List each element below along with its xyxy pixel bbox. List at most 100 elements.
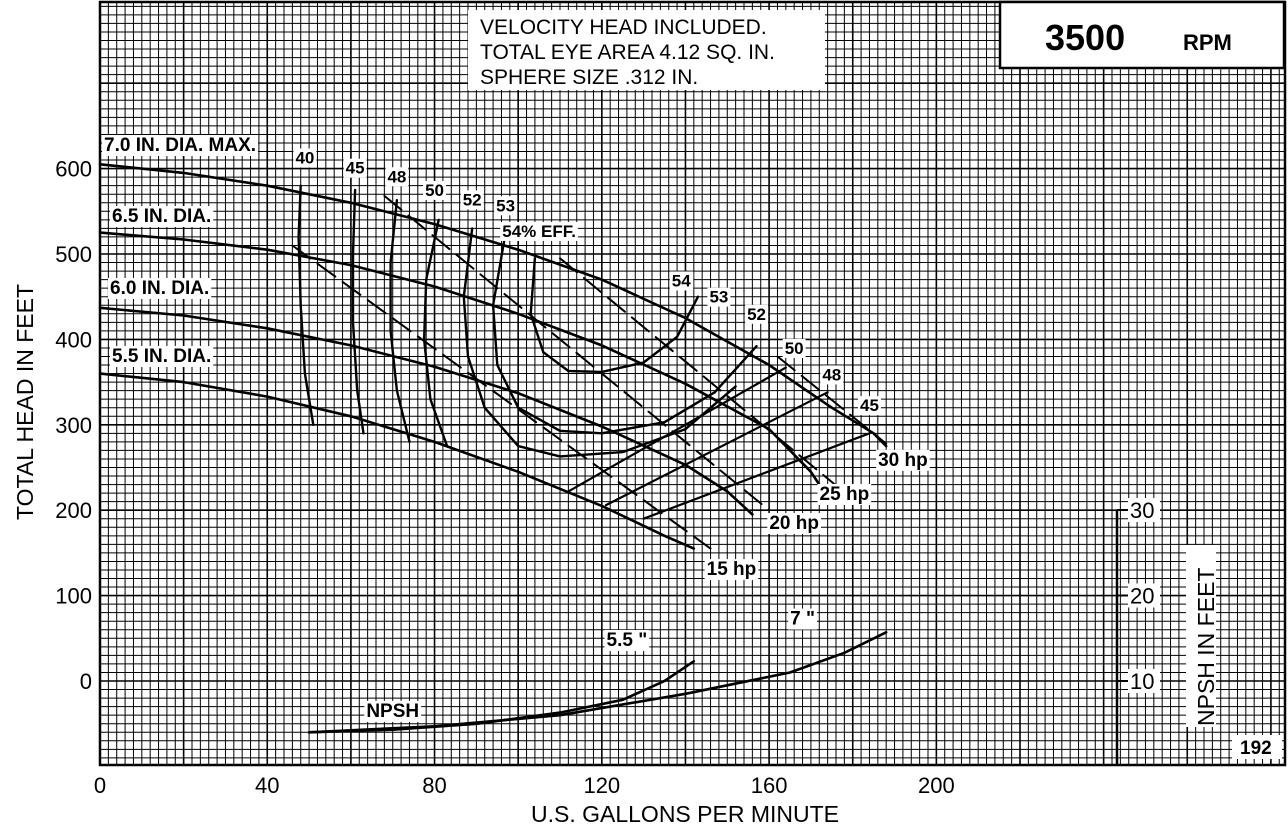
impeller-label: 6.5 IN. DIA. <box>112 206 211 227</box>
axis-ticks: 0 40 80 120 160 200 0 100 200 300 400 500 600 10 20 30 <box>55 157 1160 798</box>
curves <box>98 163 888 734</box>
efficiency-label-bg <box>857 396 881 416</box>
x-tick-label: 0 <box>94 773 106 798</box>
horsepower-label-bg <box>767 512 821 534</box>
npsh-curve <box>307 631 888 734</box>
x-tick-label: 160 <box>751 773 788 798</box>
y-tick-label: 200 <box>55 498 92 523</box>
efficiency-label-bg <box>669 271 694 291</box>
rpm-box-frame <box>998 0 1286 70</box>
y-tick-label: 600 <box>55 157 92 182</box>
efficiency-line <box>604 391 829 507</box>
y2-axis-title-bg <box>1186 545 1216 727</box>
horsepower-label-bg <box>817 483 872 505</box>
efficiency-label-bg <box>460 190 484 210</box>
npsh-label: 5.5 " <box>607 630 648 651</box>
impeller-label: 6.0 IN. DIA. <box>110 278 209 299</box>
horsepower-label: 20 hp <box>769 513 819 534</box>
notes-box: VELOCITY HEAD INCLUDED. TOTAL EYE AREA 4… <box>468 10 825 90</box>
figure-number: 192 <box>1240 738 1272 759</box>
y2-tick-label: 10 <box>1130 669 1154 694</box>
efficiency-curve <box>529 257 700 374</box>
x-axis-title: U.S. GALLONS PER MINUTE <box>531 801 839 827</box>
impeller-label-bg <box>110 206 214 227</box>
note-line-1: VELOCITY HEAD INCLUDED. <box>480 16 767 39</box>
rpm-unit: RPM <box>1183 30 1232 55</box>
plot-frame <box>98 0 1287 767</box>
efficiency-line <box>642 432 871 520</box>
horsepower-line <box>776 355 888 445</box>
efficiency-label-bg <box>343 158 367 178</box>
efficiency-curve <box>297 184 315 426</box>
horsepower-label-bg <box>876 449 930 471</box>
efficiency-curve <box>491 231 758 435</box>
impeller-curve <box>98 163 888 448</box>
note-line-3: SPHERE SIZE .312 IN. <box>480 66 698 89</box>
x-tick-label: 40 <box>255 773 279 798</box>
efficiency-label-bg <box>820 365 844 385</box>
npsh-label: NPSH <box>366 701 419 722</box>
impeller-label: 5.5 IN. DIA. <box>112 346 211 367</box>
figure-number-bg <box>1232 735 1282 759</box>
figure-number-box: 192 <box>1232 735 1282 759</box>
impeller-label-bg <box>108 278 212 299</box>
efficiency-label: 40 <box>295 148 314 167</box>
efficiency-label-bg <box>745 304 769 324</box>
x-tick-label: 80 <box>422 773 446 798</box>
impeller-curve <box>98 372 696 550</box>
y2-axis-title: NPSH IN FEET <box>1193 568 1219 726</box>
horsepower-label: 15 hp <box>707 559 757 580</box>
horsepower-line <box>383 194 771 512</box>
efficiency-label-bg <box>385 167 409 187</box>
horsepower-label-bg <box>704 559 759 581</box>
efficiency-label: 53 <box>496 196 515 215</box>
efficiency-label: 53 <box>709 288 728 307</box>
rpm-value: 3500 <box>1045 17 1125 58</box>
x-tick-label: 200 <box>918 773 955 798</box>
impeller-curve <box>98 231 821 486</box>
efficiency-label-bg <box>500 221 578 241</box>
horsepower-line <box>291 244 712 550</box>
notes-box-bg <box>468 10 825 90</box>
efficiency-label: 54% EFF. <box>502 222 576 241</box>
y-axis-title: TOTAL HEAD IN FEET <box>12 284 38 520</box>
efficiency-label-bg <box>423 180 447 200</box>
efficiency-curve <box>422 218 449 448</box>
efficiency-label: 52 <box>463 190 482 209</box>
efficiency-label: 48 <box>387 167 406 186</box>
npsh-label: 7 " <box>790 609 815 630</box>
efficiency-label: 54 <box>672 271 691 290</box>
y-tick-label: 500 <box>55 242 92 267</box>
y2-tick-label: 30 <box>1130 498 1154 523</box>
y2-tick-bg <box>1128 669 1160 693</box>
impeller-label: 7.0 IN. DIA. MAX. <box>104 135 256 156</box>
efficiency-label-bg <box>494 196 518 216</box>
note-line-2: TOTAL EYE AREA 4.12 SQ. IN. <box>480 41 775 64</box>
efficiency-label-bg <box>782 338 806 358</box>
y2-tick-label: 20 <box>1130 584 1154 609</box>
impeller-label-bg <box>110 346 214 367</box>
efficiency-label: 52 <box>747 305 766 324</box>
npsh-label-bg <box>604 629 650 651</box>
efficiency-label-bg <box>707 287 731 307</box>
efficiency-label-bg <box>293 148 317 168</box>
y2-tick-bg <box>1128 583 1160 608</box>
npsh-label-bg <box>788 608 817 630</box>
y-tick-label: 400 <box>55 327 92 352</box>
y-tick-label: 300 <box>55 413 92 438</box>
y2-tick-bg <box>1128 498 1160 522</box>
labels: 7.0 IN. DIA. MAX. 6.5 IN. DIA. 6.0 IN. DIA… <box>102 135 930 722</box>
efficiency-label: 50 <box>425 181 444 200</box>
efficiency-label: 45 <box>346 159 365 178</box>
horsepower-label: 30 hp <box>878 450 928 471</box>
x-tick-label: 120 <box>583 773 620 798</box>
efficiency-label: 48 <box>822 365 841 384</box>
efficiency-label: 45 <box>860 396 879 415</box>
horsepower-label: 25 hp <box>820 484 870 505</box>
npsh-label-bg <box>364 700 422 722</box>
rpm-box: 3500 RPM <box>998 0 1286 70</box>
y-tick-label: 0 <box>80 669 92 694</box>
y-tick-label: 100 <box>55 584 92 609</box>
efficiency-curve <box>389 199 411 444</box>
